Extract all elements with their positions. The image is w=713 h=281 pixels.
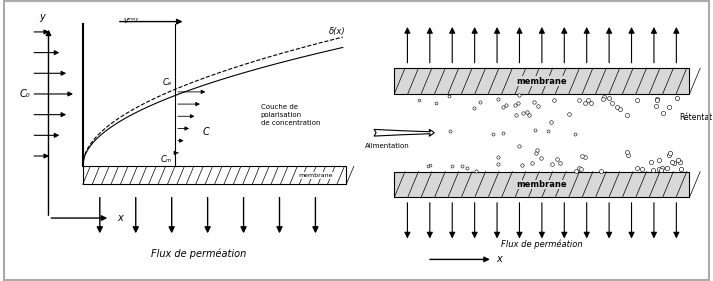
Text: C: C: [202, 127, 210, 137]
Text: C₀: C₀: [19, 89, 30, 99]
Text: Flux de perméation: Flux de perméation: [501, 239, 583, 249]
Bar: [83, 166, 347, 184]
Text: y: y: [39, 12, 44, 22]
Text: membrane: membrane: [516, 180, 568, 189]
Text: membrane: membrane: [298, 173, 333, 178]
Text: x: x: [496, 254, 502, 264]
Text: Rétentat: Rétentat: [679, 114, 713, 123]
Bar: [394, 171, 689, 197]
Text: vᵐᵒʸ: vᵐᵒʸ: [124, 16, 139, 25]
Text: Alimentation: Alimentation: [365, 143, 409, 149]
Text: Cₘ: Cₘ: [160, 155, 172, 164]
Text: x: x: [117, 213, 123, 223]
Text: Cₑ: Cₑ: [163, 78, 172, 87]
Text: Couche de
polarisation
de concentration: Couche de polarisation de concentration: [261, 104, 320, 126]
Text: membrane: membrane: [516, 76, 568, 85]
Text: δ(x): δ(x): [329, 28, 346, 37]
Text: Flux de perméation: Flux de perméation: [151, 249, 247, 259]
Bar: [394, 68, 689, 94]
